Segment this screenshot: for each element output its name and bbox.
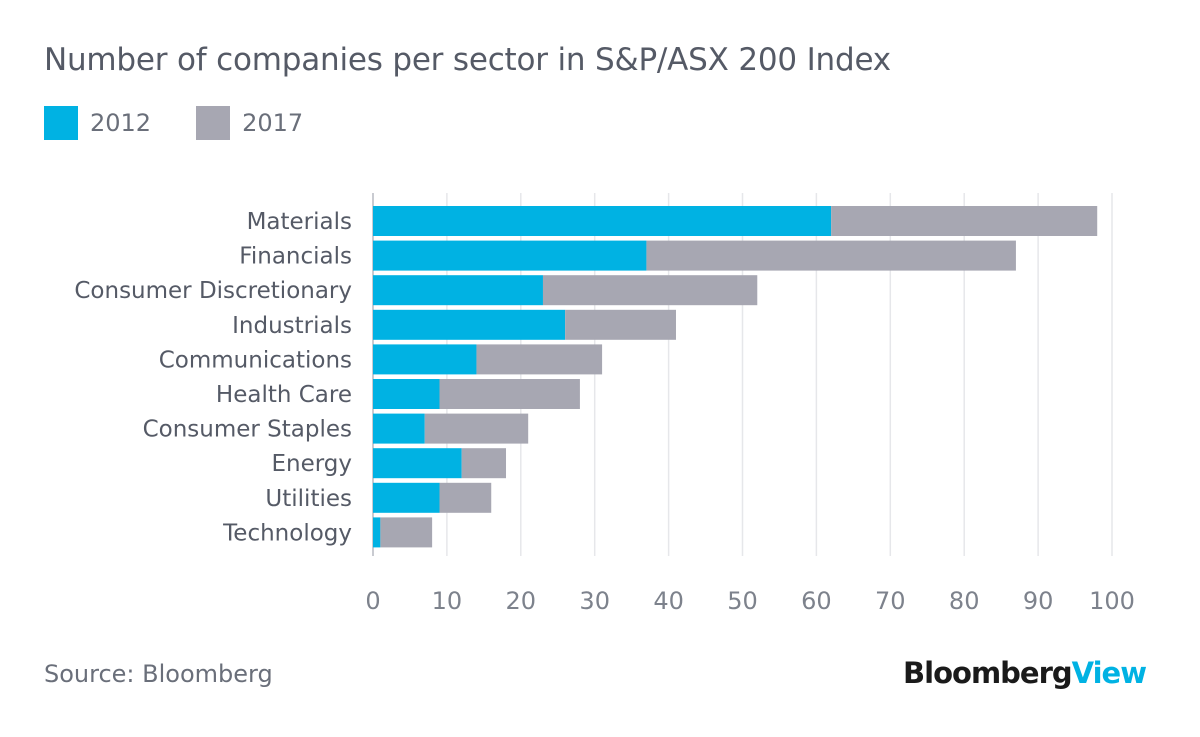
legend-item-2012: 2012 xyxy=(44,106,151,140)
legend-swatch-2017 xyxy=(196,106,231,140)
bar-consumer-staples-2017 xyxy=(424,413,529,444)
x-tick-label-70: 70 xyxy=(875,587,906,615)
bar-financials-2017 xyxy=(646,240,1016,271)
bar-utilities-2012 xyxy=(373,482,440,513)
x-tick-label-90: 90 xyxy=(1023,587,1054,615)
bar-industrials-2017 xyxy=(565,309,676,340)
y-category-label: Financials xyxy=(239,244,352,270)
bar-utilities-2017 xyxy=(439,482,492,513)
y-category-label: Materials xyxy=(247,209,352,235)
x-tick-label-60: 60 xyxy=(801,587,832,615)
source-note: Source: Bloomberg xyxy=(44,660,273,688)
x-tick-label-40: 40 xyxy=(653,587,684,615)
y-category-label: Utilities xyxy=(265,486,352,512)
y-category-label: Technology xyxy=(222,520,352,546)
bar-energy-2017 xyxy=(461,448,507,479)
bar-consumer-staples-2012 xyxy=(373,413,425,444)
y-category-label: Consumer Staples xyxy=(143,417,352,443)
x-tick-label-100: 100 xyxy=(1089,587,1135,615)
bar-energy-2012 xyxy=(373,448,462,479)
y-category-label: Industrials xyxy=(232,313,352,339)
y-category-label: Energy xyxy=(271,451,352,477)
bar-communications-2017 xyxy=(476,344,603,375)
bar-technology-2012 xyxy=(373,517,381,548)
chart-title: Number of companies per sector in S&P/AS… xyxy=(44,42,891,78)
bar-industrials-2012 xyxy=(373,309,566,340)
bar-health-care-2017 xyxy=(439,379,580,409)
x-tick-label-30: 30 xyxy=(579,587,610,615)
x-tick-label-0: 0 xyxy=(365,587,380,615)
brand-logo: BloombergView xyxy=(903,656,1147,690)
brand-accent: View xyxy=(1071,656,1147,690)
x-tick-label-10: 10 xyxy=(432,587,463,615)
y-category-label: Health Care xyxy=(216,382,352,408)
x-tick-label-80: 80 xyxy=(949,587,980,615)
y-category-label: Consumer Discretionary xyxy=(74,278,352,304)
x-tick-label-20: 20 xyxy=(506,587,537,615)
bar-consumer-discretionary-2017 xyxy=(542,275,758,306)
bar-financials-2012 xyxy=(373,240,647,271)
legend: 2012 2017 xyxy=(44,106,348,140)
bar-communications-2012 xyxy=(373,344,477,375)
legend-swatch-2012 xyxy=(44,106,78,140)
legend-label-2012: 2012 xyxy=(90,109,152,137)
bar-health-care-2012 xyxy=(373,379,440,409)
y-category-label: Communications xyxy=(159,347,352,373)
legend-item-2017: 2017 xyxy=(196,106,303,140)
x-tick-label-50: 50 xyxy=(727,587,758,615)
legend-label-2017: 2017 xyxy=(242,109,304,137)
bar-materials-2017 xyxy=(831,206,1098,236)
bar-technology-2017 xyxy=(380,517,433,548)
bar-consumer-discretionary-2012 xyxy=(373,275,543,306)
bar-materials-2012 xyxy=(373,206,832,236)
brand-main: Bloomberg xyxy=(903,656,1073,690)
